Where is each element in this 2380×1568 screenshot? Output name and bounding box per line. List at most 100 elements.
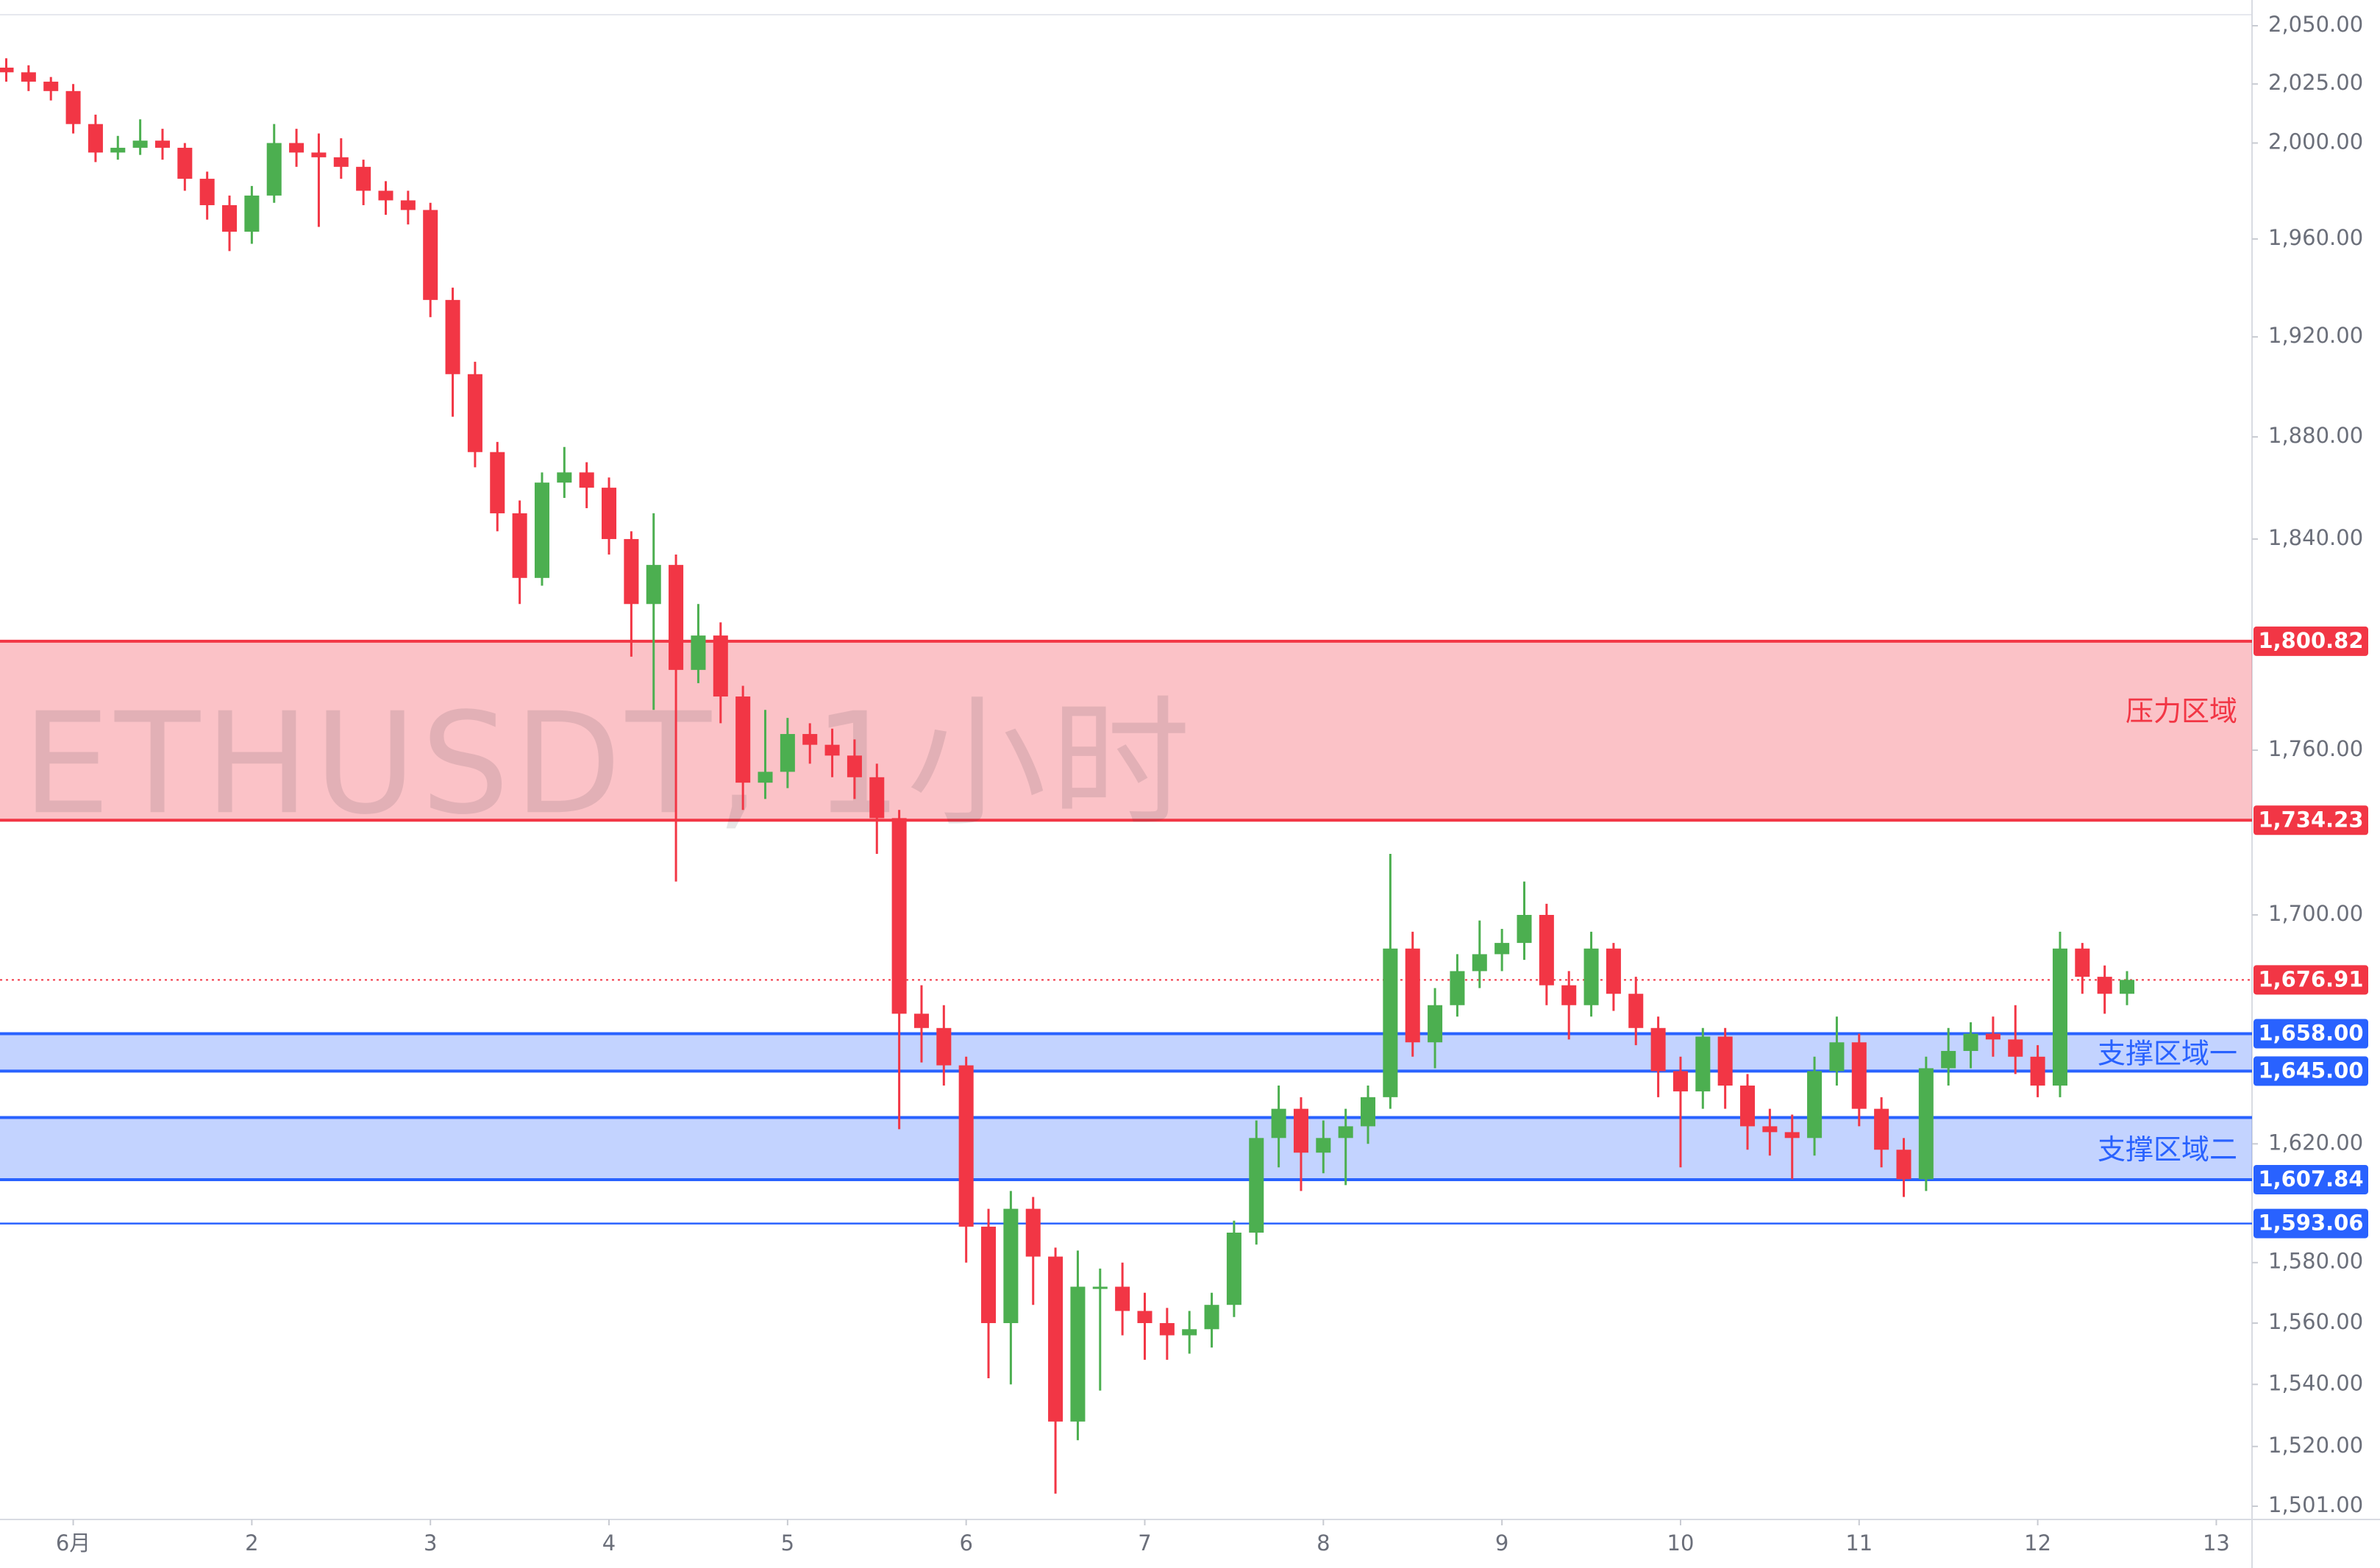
candle-body [1918,1068,1934,1180]
x-tick-label: 7 [1138,1530,1151,1555]
y-tick-label: 1,760.00 [2268,736,2363,761]
candle-body [1672,1071,1688,1091]
candle-body [1383,948,1398,1097]
candle-body [1695,1036,1711,1091]
candle-body [356,166,371,191]
candle-body [534,482,549,578]
y-tick-label: 1,501.00 [2268,1492,2363,1517]
candle-body [266,143,282,196]
y-tick-label: 1,700.00 [2268,901,2363,926]
y-tick-label: 1,960.00 [2268,225,2363,250]
candle-body [1717,1036,1733,1086]
candle-body [1338,1126,1353,1138]
candle-body [1226,1233,1241,1305]
candle-body [1249,1138,1264,1233]
y-tick-label: 2,050.00 [2268,12,2363,37]
candle-body [1070,1286,1086,1422]
y-tick-label: 2,025.00 [2268,70,2363,95]
candle-body [758,771,773,783]
zone-label: 支撑区域二 [2098,1133,2237,1166]
zone-label: 压力区域 [2126,695,2237,727]
candle-body [936,1027,952,1066]
candle-body [913,1013,929,1028]
price-label: 1,607.84 [2258,1166,2363,1191]
x-tick-label: 12 [2024,1530,2051,1555]
candle-body [1405,948,1420,1043]
x-tick-label: 5 [781,1530,794,1555]
price-label-box [2253,1019,2368,1049]
x-tick-label: 9 [1495,1530,1508,1555]
candle-body [2120,980,2135,994]
candle-body [1963,1033,1978,1051]
candle-body [490,452,505,513]
candle-body [21,72,36,82]
candle-body [824,744,840,756]
x-tick-label: 8 [1317,1530,1330,1555]
price-labels: 1,734.23 1,800.82 1,645.00 1,658.00 1,607.84… [2253,626,2368,1239]
candle-body [1159,1323,1175,1336]
zone-label: 支撑区域一 [2098,1037,2237,1069]
candle-body [1025,1208,1041,1257]
x-tick-label: 2 [245,1530,258,1555]
candle-body [2075,948,2090,977]
candle-body [1784,1132,1800,1138]
y-tick-label: 1,540.00 [2268,1370,2363,1395]
x-tick-label: 3 [424,1530,437,1555]
y-tick-label: 2,000.00 [2268,129,2363,154]
candle-body [646,565,661,605]
candle-body [1650,1027,1666,1072]
candle-body [981,1226,997,1324]
zone [0,641,2252,821]
candle-body [2097,977,2112,994]
candle-body [1896,1150,1912,1180]
candle-body [780,734,795,772]
candle-body [154,140,170,148]
axes: 2,050.00 2,025.00 2,000.00 1,960.00 1,920.00… [56,12,2363,1555]
candle-body [1003,1208,1019,1324]
price-label: 1,676.91 [2258,966,2363,991]
candle-body [177,147,193,179]
candle-body [2052,948,2067,1086]
candle-body [110,147,126,153]
candle-body [311,152,327,157]
candle-body [1494,943,1510,955]
candle-body [1271,1108,1286,1138]
candle-body [1762,1126,1778,1133]
y-tick-label: 1,920.00 [2268,323,2363,348]
candle-body [579,472,594,488]
candle-body [958,1065,974,1227]
price-label-box [2253,965,2368,995]
candle-body [400,200,416,210]
candle-body [289,143,304,153]
watermark: ETHUSDT, 1小时 [22,683,1195,845]
candle-body [88,124,103,153]
candle-body [2030,1056,2045,1086]
x-tick-label: 4 [602,1530,616,1555]
candle-body [602,488,617,539]
candle-body [1539,915,1554,986]
price-label: 1,800.82 [2258,628,2363,653]
y-tick-label: 1,620.00 [2268,1130,2363,1155]
candle-body [735,696,751,783]
candle-body [2008,1039,2023,1057]
candle-body [869,777,885,819]
y-tick-label: 1,580.00 [2268,1249,2363,1274]
candle-body [65,90,81,124]
y-tick-label: 1,560.00 [2268,1309,2363,1334]
candle-body [1941,1050,1956,1069]
candle-body [1517,915,1532,944]
candle-body [1583,948,1599,1005]
price-label-box [2253,1056,2368,1086]
candle-body [713,635,728,697]
candle-body [222,204,238,232]
candle-body [1561,985,1577,1005]
candle-body [423,210,438,300]
candle-body [891,818,907,1014]
candle-body [512,513,527,578]
candle-body [1428,1005,1443,1043]
y-tick-label: 1,880.00 [2268,423,2363,448]
candle-body [1316,1138,1331,1153]
candle-body [624,538,639,605]
